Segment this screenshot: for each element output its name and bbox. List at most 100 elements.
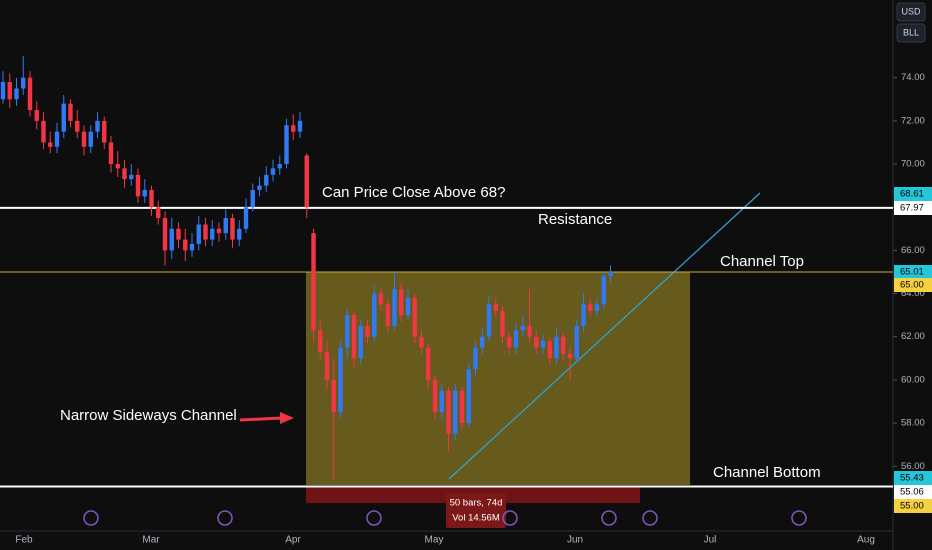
candle-body <box>230 218 235 240</box>
candle-body <box>338 347 343 413</box>
candle-body <box>95 120 100 132</box>
event-icon[interactable] <box>601 510 617 526</box>
y-tick-label: 66.00 <box>901 245 925 256</box>
annotation: Narrow Sideways Channel <box>60 407 237 424</box>
candle-body <box>513 330 519 348</box>
candle-body <box>358 325 363 359</box>
candle-body <box>176 228 181 240</box>
candle-body <box>500 310 505 337</box>
price-tag-label: 68.61 <box>900 189 924 200</box>
candle-body <box>7 82 12 100</box>
candle-body <box>54 131 60 147</box>
candle-body <box>196 224 201 244</box>
candle-body <box>169 228 174 251</box>
candle-body <box>108 142 114 165</box>
event-icon[interactable] <box>83 510 99 526</box>
x-tick-label: Aug <box>857 535 875 546</box>
price-tag <box>894 471 932 485</box>
candle-body <box>581 304 586 326</box>
y-tick-label: 70.00 <box>901 159 925 170</box>
price-tag-label: 55.43 <box>900 473 924 484</box>
candle-body <box>250 189 255 208</box>
candle-body <box>345 315 350 348</box>
candle-body <box>365 325 370 337</box>
arrow <box>239 416 283 422</box>
event-icon[interactable] <box>791 510 807 526</box>
candle-body <box>520 325 525 331</box>
event-icon[interactable] <box>217 510 233 526</box>
candle-body <box>372 293 377 337</box>
candle-body <box>223 218 228 234</box>
measure-volume: Vol 14.56M <box>452 513 500 524</box>
x-tick-label: Mar <box>142 535 160 546</box>
annotation: Channel Top <box>720 253 804 270</box>
event-icon[interactable] <box>502 510 518 526</box>
candle-body <box>601 276 606 305</box>
candle-body <box>412 297 417 337</box>
price-tag <box>894 499 932 513</box>
candle-body <box>567 354 573 359</box>
candle-body <box>257 185 262 190</box>
candle-body <box>486 304 492 337</box>
price-tag-label: 55.00 <box>900 501 924 512</box>
candle-body <box>304 155 309 208</box>
channel-box <box>306 272 690 485</box>
candle-body <box>534 336 539 348</box>
candle-body <box>129 174 134 180</box>
candle-body <box>324 351 330 380</box>
candle-body <box>527 325 532 337</box>
candle-body <box>210 228 215 240</box>
candle-body <box>149 189 154 208</box>
price-tag-label: 65.00 <box>900 280 924 291</box>
candle-body <box>588 304 593 311</box>
event-icon[interactable] <box>642 510 658 526</box>
candle-body <box>405 297 411 316</box>
candle-body <box>297 120 303 132</box>
candle-body <box>318 330 323 352</box>
candle-body <box>27 77 33 111</box>
candle-body <box>115 164 120 169</box>
y-tick-label: 56.00 <box>901 461 925 472</box>
candle-body <box>183 239 188 251</box>
arrow-head <box>280 412 294 424</box>
price-tag-label: 65.01 <box>900 267 924 278</box>
candle-body <box>331 379 336 413</box>
candle-body <box>554 336 559 359</box>
event-icon[interactable] <box>366 510 382 526</box>
candle-body <box>561 336 566 354</box>
x-tick-label: Apr <box>285 535 301 546</box>
candle-body <box>14 88 19 100</box>
y-tick-label: 58.00 <box>901 418 925 429</box>
candle-body <box>608 271 613 277</box>
candle-body <box>135 174 141 197</box>
x-tick-label: May <box>425 535 444 546</box>
y-tick-label: 62.00 <box>901 331 925 342</box>
candle-body <box>480 336 485 348</box>
unit: BLL <box>903 27 919 37</box>
currency-button[interactable] <box>896 2 926 22</box>
event-icons <box>83 510 807 526</box>
candle-body <box>270 168 276 175</box>
candle-body <box>547 341 552 359</box>
candle-body <box>162 218 168 251</box>
candle-body <box>243 207 249 229</box>
price-tag-label: 67.97 <box>900 203 924 214</box>
candle-body <box>48 142 53 147</box>
y-tick-label: 60.00 <box>901 374 925 385</box>
candle-body <box>439 390 444 413</box>
candle-body <box>453 390 458 434</box>
trend-line <box>448 192 761 480</box>
x-tick-label: Jul <box>704 535 717 546</box>
candle-body <box>264 174 269 186</box>
candle-body <box>102 120 107 143</box>
unit-button[interactable] <box>896 23 926 43</box>
candle-body <box>432 379 438 413</box>
candle-body <box>88 131 93 147</box>
candle-body <box>540 341 546 348</box>
x-tick-label: Feb <box>15 535 33 546</box>
candle-body <box>385 304 390 326</box>
currency: USD <box>901 6 921 16</box>
candle-body <box>507 336 512 348</box>
